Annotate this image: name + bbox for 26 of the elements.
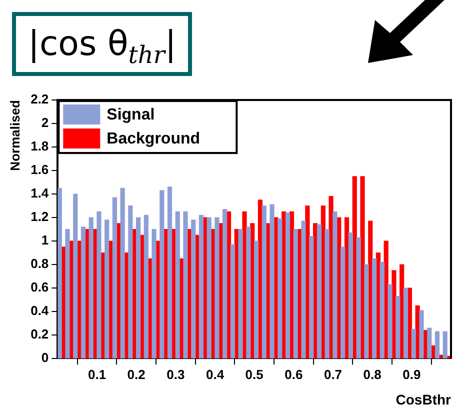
x-tick-label: 0.1 (88, 366, 106, 382)
y-axis-title: Normalised (7, 100, 22, 171)
y-tick-label: 1.2 (30, 209, 49, 224)
x-tick-label: 0.3 (166, 366, 185, 382)
x-axis-title: CosBthr (396, 391, 452, 408)
legend-label: Background (106, 130, 200, 148)
x-tick-label: 0.6 (284, 366, 303, 382)
legend-label: Signal (106, 106, 155, 124)
y-tick-label: 0 (41, 350, 49, 366)
x-tick-label: 0.7 (324, 366, 342, 382)
x-tick-label: 0.2 (127, 366, 146, 382)
y-tick-label: 2.2 (30, 92, 49, 107)
chart-title: |cos θ$_{thr}$| (12, 12, 192, 76)
y-tick-label: 1 (41, 232, 49, 248)
y-tick-label: 1.6 (30, 162, 49, 178)
y-tick-label: 0.4 (30, 303, 50, 318)
y-tick-label: 2 (41, 115, 49, 130)
x-tick-label: 0.4 (206, 366, 225, 382)
y-tick-label: 0.6 (30, 280, 49, 295)
y-tick-label: 0.2 (30, 326, 49, 342)
y-tick-label: 1.4 (30, 186, 50, 201)
x-tick-label: 0.8 (363, 366, 382, 382)
y-tick-label: 1.8 (30, 138, 49, 154)
x-tick-label: 0.9 (402, 366, 421, 382)
y-tick-label: 0.8 (30, 256, 49, 272)
x-tick-label: 0.5 (245, 366, 264, 382)
